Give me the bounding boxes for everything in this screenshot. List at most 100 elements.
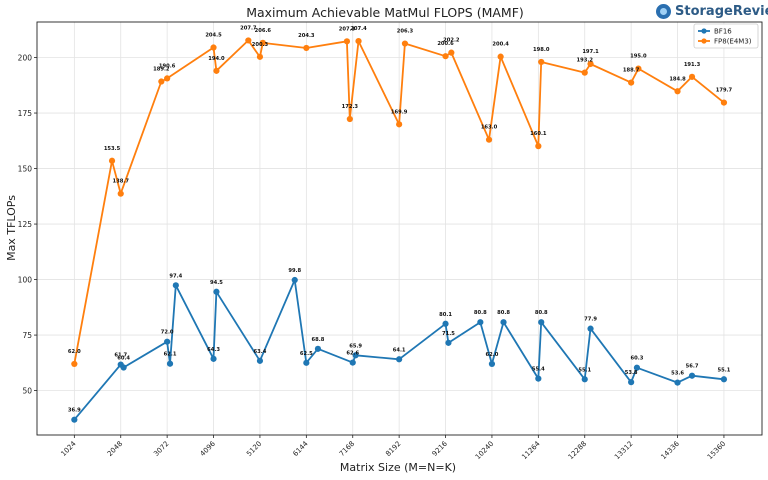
y-tick-label: 75 [22, 331, 32, 340]
data-label: 55.1 [718, 367, 731, 373]
data-point [164, 75, 171, 82]
data-point [396, 121, 403, 128]
data-label: 99.8 [288, 268, 301, 274]
data-label: 64.1 [393, 347, 406, 353]
data-point [303, 359, 310, 366]
data-label: 71.5 [442, 331, 455, 337]
legend-swatch-marker [701, 38, 707, 44]
x-tick-label: 1024 [59, 439, 78, 458]
data-label: 55.1 [578, 367, 591, 373]
data-point [442, 53, 449, 60]
data-label: 204.5 [205, 33, 222, 39]
data-label: 206.6 [255, 28, 272, 34]
data-point [628, 379, 635, 386]
data-point [245, 37, 252, 44]
data-label: 163.0 [481, 125, 498, 131]
data-label: 62.6 [346, 351, 359, 357]
data-point [688, 73, 696, 80]
legend-swatch-marker [701, 28, 707, 34]
data-point [210, 44, 217, 51]
data-point [497, 53, 504, 60]
data-label: 188.7 [623, 68, 640, 74]
data-point [210, 355, 217, 362]
data-point [71, 360, 78, 368]
data-point [635, 65, 642, 72]
data-label: 169.9 [391, 109, 408, 115]
data-point [445, 339, 452, 346]
data-label: 55.4 [532, 367, 545, 373]
data-point [720, 376, 728, 383]
data-point [535, 375, 542, 382]
data-label: 97.4 [169, 273, 182, 279]
data-label: 61.7 [114, 353, 127, 359]
data-label: 56.7 [686, 364, 699, 370]
x-tick-label: 4096 [199, 439, 218, 458]
y-tick-label: 150 [18, 165, 33, 174]
legend-entry-label: BF16 [714, 28, 732, 36]
x-tick-label: 14336 [660, 439, 682, 461]
data-point [587, 325, 594, 332]
data-point [500, 319, 507, 326]
data-point [587, 60, 594, 68]
data-label: 194.0 [208, 56, 225, 62]
x-tick-label: 11264 [520, 439, 542, 461]
legend: BF16 FP8(E4M3) [693, 23, 759, 49]
data-label: 202.2 [443, 38, 460, 44]
y-tick-label: 175 [18, 109, 33, 118]
data-point [259, 39, 266, 46]
x-tick-label: 5120 [245, 440, 263, 458]
data-point [488, 360, 496, 368]
data-label: 207.4 [350, 26, 367, 32]
data-point [164, 338, 171, 345]
data-point [71, 416, 78, 423]
y-tick-label: 100 [18, 276, 33, 285]
data-label: 195.0 [630, 54, 647, 60]
x-tick-label: 15360 [706, 440, 727, 461]
data-label: 153.5 [104, 146, 121, 152]
data-label: 62.0 [68, 349, 81, 355]
data-point [538, 58, 545, 66]
data-label: 64.3 [207, 347, 220, 353]
data-label: 80.8 [535, 310, 548, 316]
x-tick-label: 2048 [106, 440, 124, 458]
data-point [442, 320, 449, 327]
x-axis-ticks: 1024 2048 3072 4096 5120 6144 7168 8192 9216 1024… [59, 435, 727, 461]
data-point [535, 143, 542, 150]
data-point [538, 319, 545, 326]
data-point [314, 345, 322, 352]
data-label: 207.7 [240, 25, 257, 31]
data-label: 184.8 [669, 76, 686, 82]
data-point [120, 364, 127, 371]
data-point [213, 288, 220, 295]
data-label: 53.8 [625, 370, 638, 376]
data-label: 172.3 [342, 104, 359, 110]
legend-box [693, 23, 759, 49]
data-point [166, 360, 174, 367]
data-label: 207.3 [339, 26, 356, 32]
data-label: 197.1 [582, 49, 599, 55]
data-label: 200.4 [492, 42, 509, 48]
data-label: 80.8 [474, 310, 487, 316]
data-point [688, 372, 696, 379]
y-tick-label: 50 [22, 387, 32, 396]
data-label: 53.6 [671, 371, 684, 377]
data-label: 94.5 [210, 280, 223, 286]
data-point [172, 282, 179, 289]
logo-text: StorageReview [675, 3, 768, 19]
data-label: 200.6 [437, 41, 454, 47]
data-point [108, 157, 116, 164]
data-label: 60.4 [117, 355, 130, 361]
x-tick-label: 6144 [291, 439, 310, 458]
data-label: 206.3 [397, 29, 414, 35]
data-label: 193.2 [577, 58, 594, 64]
data-point [256, 53, 264, 60]
data-label: 65.9 [349, 343, 362, 349]
series-fp8-e4m3- [71, 37, 728, 368]
y-tick-label: 125 [18, 220, 33, 229]
data-label: 72.0 [161, 330, 174, 336]
data-label: 204.3 [298, 33, 315, 39]
legend-entry-label: FP8(E4M3) [714, 38, 752, 46]
data-point [396, 356, 403, 363]
y-axis-ticks: 50 75 100 125 150 175 200 [18, 54, 37, 396]
